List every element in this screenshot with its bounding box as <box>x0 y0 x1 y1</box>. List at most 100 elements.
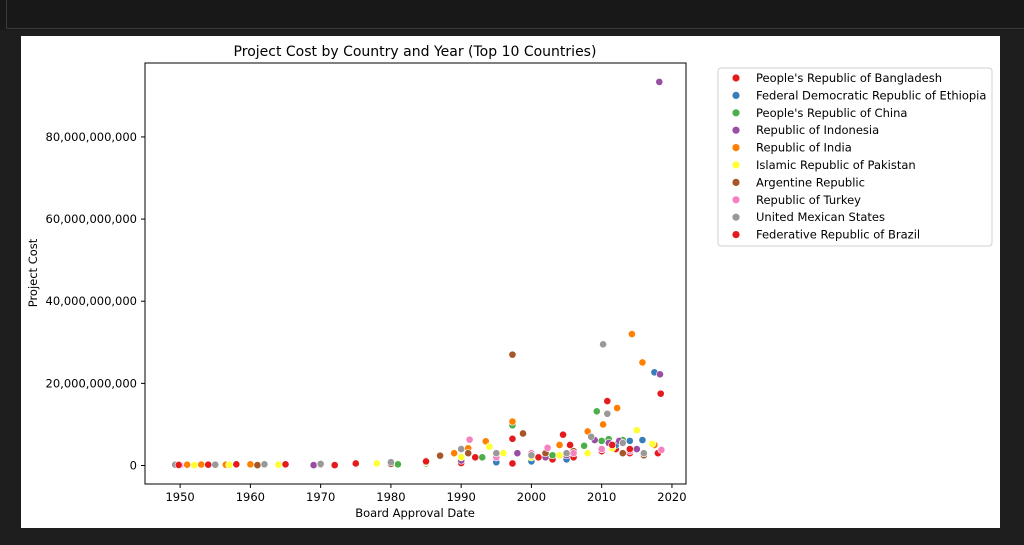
data-point <box>422 457 430 466</box>
data-point <box>499 449 508 458</box>
data-point <box>197 460 206 469</box>
data-point <box>597 445 606 453</box>
data-point <box>508 417 517 426</box>
x-tick-label: 1950 <box>165 490 194 504</box>
data-point <box>513 449 522 458</box>
data-point <box>583 449 592 458</box>
data-point <box>625 436 634 445</box>
x-tick-label: 1960 <box>236 490 265 504</box>
legend-label: Republic of Turkey <box>756 193 861 207</box>
data-point <box>330 461 339 470</box>
points-layer <box>171 77 666 470</box>
y-tick-label: 60,000,000,000 <box>46 212 137 226</box>
legend-frame <box>717 67 993 247</box>
x-tick-label: 1970 <box>306 490 335 504</box>
y-tick-label: 40,000,000,000 <box>46 294 137 308</box>
data-point <box>464 449 473 458</box>
legend-marker <box>732 178 740 186</box>
data-point <box>592 407 601 416</box>
data-point <box>274 460 283 469</box>
data-point <box>351 459 360 468</box>
data-point <box>225 461 234 469</box>
data-point <box>246 460 255 469</box>
data-point <box>471 453 480 462</box>
data-point <box>625 445 634 453</box>
data-point <box>450 449 459 458</box>
x-tick-label: 1980 <box>376 490 405 504</box>
legend-label: People's Republic of Bangladesh <box>756 71 942 85</box>
x-tick-label: 2000 <box>517 490 546 504</box>
x-axis: 1950 1960 1970 1980 1990 2000 2010 2020 <box>165 484 687 504</box>
y-tick-label: 0 <box>130 459 137 473</box>
data-point <box>519 429 527 438</box>
legend-marker <box>732 196 740 204</box>
data-point <box>638 436 647 444</box>
data-point <box>457 445 466 453</box>
data-point <box>457 453 466 462</box>
data-point <box>211 460 220 469</box>
cell-output-area: Project Cost by Country and Year (Top 10… <box>21 36 1000 528</box>
data-point <box>587 432 596 441</box>
data-point <box>465 435 474 444</box>
data-point <box>183 460 192 469</box>
data-point <box>492 449 501 458</box>
data-point <box>566 441 574 449</box>
legend-label: Federal Democratic Republic of Ethiopia <box>756 88 986 102</box>
data-point <box>260 460 269 469</box>
data-point <box>478 453 487 462</box>
data-point <box>618 449 627 458</box>
data-point <box>580 441 589 450</box>
data-point <box>559 430 567 439</box>
data-point <box>599 340 607 349</box>
data-point <box>481 437 490 446</box>
data-point <box>655 77 664 86</box>
y-axis-label: Project Cost <box>26 238 40 307</box>
x-tick-label: 1990 <box>447 490 476 504</box>
data-point <box>569 449 578 458</box>
data-point <box>309 461 318 470</box>
data-point <box>599 420 607 429</box>
data-point <box>638 358 647 367</box>
x-axis-label: Board Approval Date <box>355 506 475 520</box>
legend-marker <box>732 109 740 117</box>
legend-label: Argentine Republic <box>756 175 865 189</box>
x-tick-label: 2010 <box>587 490 616 504</box>
plot-area <box>144 62 687 485</box>
data-point <box>656 389 665 398</box>
data-point <box>387 458 395 467</box>
legend-marker <box>732 74 740 82</box>
data-point <box>632 445 641 453</box>
data-point <box>608 441 617 449</box>
data-point <box>508 434 517 443</box>
data-point <box>597 436 606 445</box>
notebook-toolbar <box>0 0 1024 30</box>
data-point <box>583 427 592 436</box>
y-tick-label: 20,000,000,000 <box>46 376 137 390</box>
data-point <box>613 404 622 412</box>
legend-marker <box>732 144 740 152</box>
data-point <box>632 426 641 435</box>
data-point <box>281 460 290 469</box>
data-point <box>204 460 213 469</box>
legend-marker <box>732 91 740 99</box>
chart-title: Project Cost by Country and Year (Top 10… <box>234 44 597 60</box>
legend-label: Islamic Republic of Pakistan <box>756 158 916 172</box>
data-point <box>232 460 241 469</box>
legend: People's Republic of Bangladesh Federal D… <box>717 67 993 247</box>
data-point <box>436 451 444 460</box>
legend-label: United Mexican States <box>756 210 885 224</box>
data-point <box>618 439 627 447</box>
legend-marker <box>732 231 740 239</box>
legend-label: Republic of India <box>756 141 852 155</box>
data-point <box>253 461 262 470</box>
legend-label: People's Republic of China <box>756 106 907 120</box>
data-point <box>508 459 517 468</box>
data-point <box>628 330 636 338</box>
legend-marker <box>732 213 740 221</box>
data-point <box>656 370 664 379</box>
data-point <box>639 449 648 458</box>
data-point <box>534 453 543 462</box>
data-point <box>562 449 571 458</box>
scatter-chart: Project Cost by Country and Year (Top 10… <box>26 44 993 520</box>
y-tick-label: 80,000,000,000 <box>46 130 137 144</box>
